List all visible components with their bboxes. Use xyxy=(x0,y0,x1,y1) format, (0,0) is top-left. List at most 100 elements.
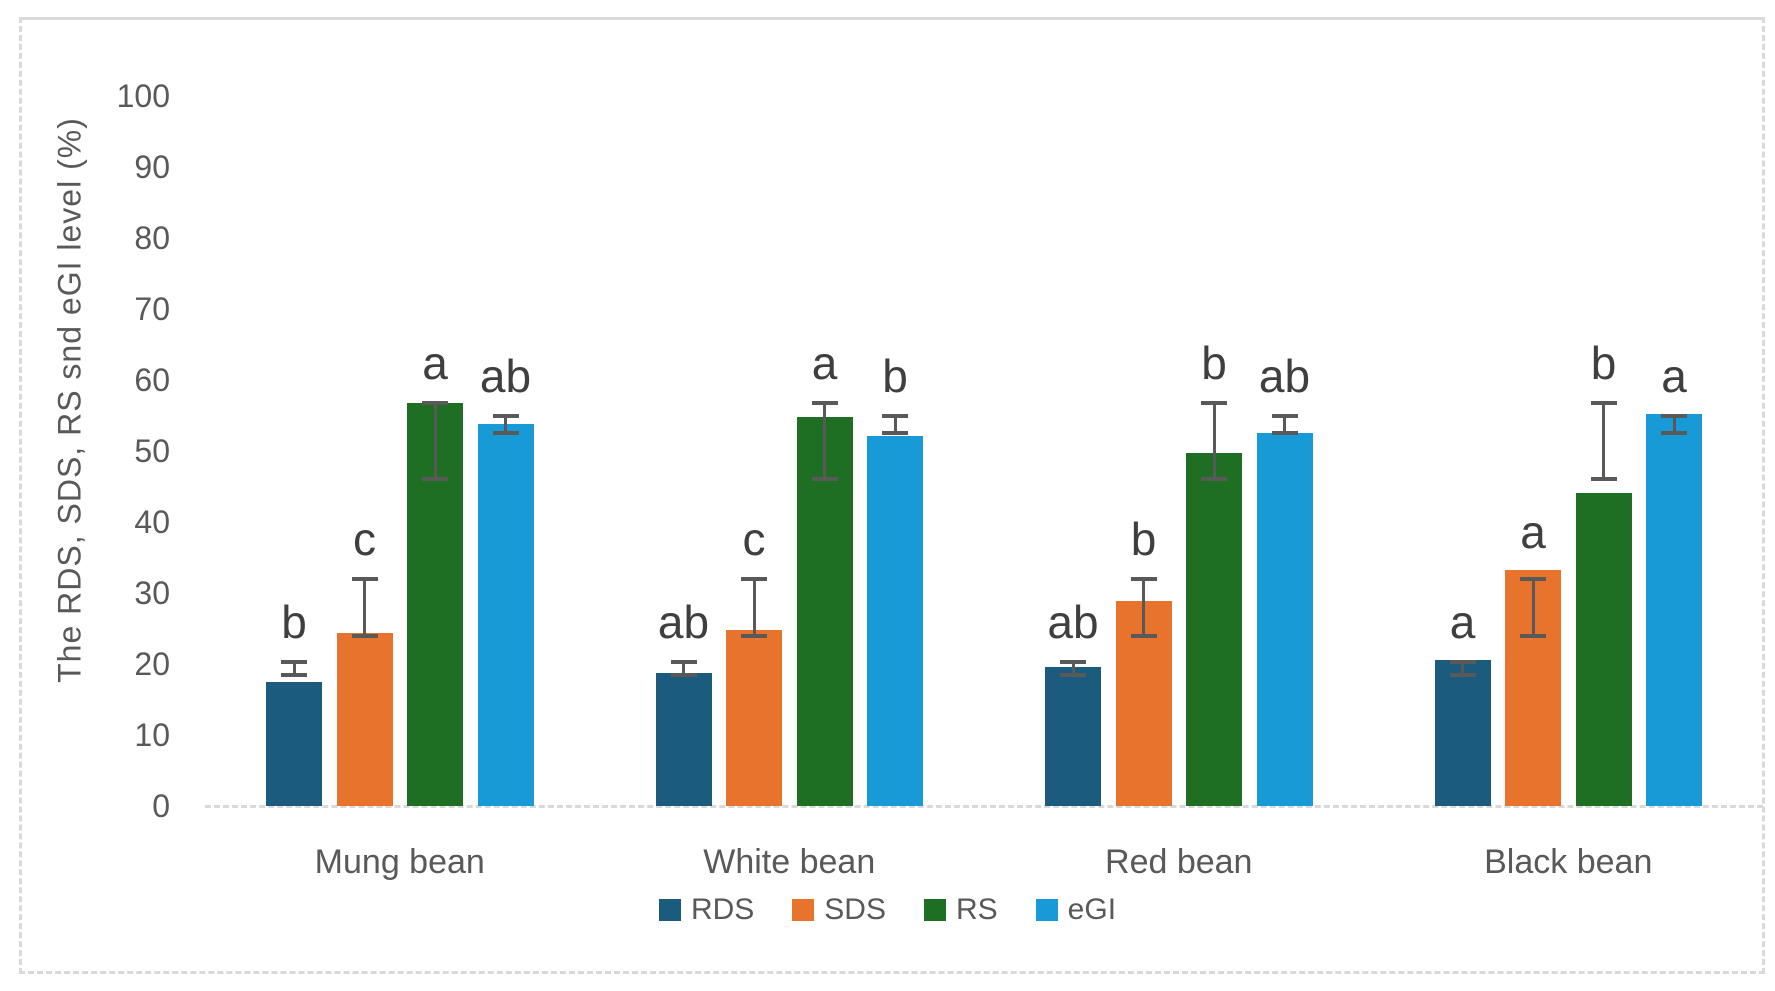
x-category-label: Black bean xyxy=(1484,843,1653,881)
error-bar-stem xyxy=(1212,400,1216,481)
error-bar-bottom-cap xyxy=(281,672,307,677)
error-bar-top-cap xyxy=(670,659,697,664)
sig-letter-RS-Black-bean: b xyxy=(1590,336,1617,389)
error-bar-RDS-Red-bean xyxy=(1060,659,1086,677)
plot-area: b c a ab ab c a b ab b b ab a a b a xyxy=(205,96,1763,808)
error-bar-bottom-cap xyxy=(422,476,448,481)
error-bar-top-cap xyxy=(1520,577,1546,582)
legend-swatch-RDS xyxy=(658,899,681,921)
error-bar-top-cap xyxy=(281,659,307,664)
error-bar-RS-Mung-bean xyxy=(422,400,448,481)
sig-letter-eGI-Mung-bean: ab xyxy=(479,350,532,403)
y-tick-label-50: 50 xyxy=(134,433,170,469)
sig-letter-RS-Red-bean: b xyxy=(1201,336,1227,389)
bar-RDS-Mung-bean xyxy=(266,681,322,806)
y-tick-label-10: 10 xyxy=(134,717,170,753)
bar-RS-White-bean xyxy=(796,416,853,806)
error-bar-stem xyxy=(292,659,296,677)
error-bar-stem xyxy=(1461,659,1464,677)
bar-RDS-White-bean xyxy=(655,672,712,806)
error-bar-stem xyxy=(433,400,437,481)
y-tick-label-30: 30 xyxy=(134,575,170,611)
legend-swatch-eGI xyxy=(1035,899,1058,921)
error-bar-RDS-Black-bean xyxy=(1449,659,1476,677)
y-tick-label-100: 100 xyxy=(116,78,170,114)
sig-letter-eGI-Black-bean: a xyxy=(1661,350,1687,403)
error-bar-stem xyxy=(1602,400,1605,481)
legend-label-eGI: eGI xyxy=(1067,893,1117,926)
error-bar-SDS-Mung-bean xyxy=(351,577,378,638)
error-bar-stem xyxy=(1071,659,1075,677)
error-bar-bottom-cap xyxy=(1060,672,1086,677)
legend-label-SDS: SDS xyxy=(824,893,886,926)
error-bar-RS-Red-bean xyxy=(1201,400,1227,481)
error-bar-SDS-Black-bean xyxy=(1520,577,1546,638)
error-bar-bottom-cap xyxy=(741,633,767,638)
sig-letter-eGI-Red-bean: ab xyxy=(1258,350,1311,403)
sig-letter-RDS-Mung-bean: b xyxy=(281,595,307,648)
error-bar-top-cap xyxy=(1130,577,1157,582)
bar-RS-Red-bean xyxy=(1186,453,1242,806)
error-bar-top-cap xyxy=(741,577,767,582)
legend-label-RDS: RDS xyxy=(690,893,755,926)
sig-letter-SDS-Black-bean: a xyxy=(1520,506,1546,559)
error-bar-top-cap xyxy=(351,577,378,582)
sig-letter-RDS-White-bean: ab xyxy=(657,595,710,648)
y-tick-label-80: 80 xyxy=(134,220,170,256)
error-bar-bottom-cap xyxy=(1130,633,1157,638)
y-tick-label-90: 90 xyxy=(134,149,170,185)
legend-item-RS: RS xyxy=(923,893,998,927)
error-bar-stem xyxy=(1283,414,1286,435)
error-bar-bottom-cap xyxy=(882,430,908,435)
x-axis-line xyxy=(205,805,1763,808)
error-bar-stem xyxy=(1531,577,1535,638)
error-bar-bottom-cap xyxy=(1271,430,1298,435)
error-bar-eGI-Black-bean xyxy=(1661,414,1687,435)
error-bar-RS-White-bean xyxy=(811,400,838,481)
error-bar-bottom-cap xyxy=(1449,672,1476,677)
bar-RDS-Red-bean xyxy=(1045,666,1101,806)
y-tick-label-40: 40 xyxy=(134,504,170,540)
error-bar-top-cap xyxy=(1590,400,1617,405)
error-bar-top-cap xyxy=(1201,400,1227,405)
error-bar-bottom-cap xyxy=(811,476,838,481)
bar-RS-Black-bean xyxy=(1575,492,1632,806)
y-tick-label-0: 0 xyxy=(152,788,170,824)
error-bar-top-cap xyxy=(811,400,838,405)
bar-eGI-Black-bean xyxy=(1646,414,1702,806)
sig-letter-eGI-White-bean: b xyxy=(882,350,908,403)
x-category-label: White bean xyxy=(703,843,876,881)
sig-letter-RS-Mung-bean: a xyxy=(422,336,448,389)
sig-letter-RDS-Black-bean: a xyxy=(1449,595,1476,648)
error-bar-top-cap xyxy=(882,414,908,419)
error-bar-RS-Black-bean xyxy=(1590,400,1617,481)
sig-letter-RS-White-bean: a xyxy=(811,336,838,389)
error-bar-bottom-cap xyxy=(1201,476,1227,481)
error-bar-top-cap xyxy=(422,400,448,405)
error-bar-eGI-Mung-bean xyxy=(492,414,519,435)
error-bar-top-cap xyxy=(1271,414,1298,419)
legend-label-RS: RS xyxy=(955,893,998,926)
sig-letter-RDS-Red-bean: ab xyxy=(1047,595,1099,648)
x-category-label: Mung bean xyxy=(314,843,485,881)
bar-eGI-Mung-bean xyxy=(477,424,534,806)
y-tick-label-70: 70 xyxy=(134,291,170,327)
error-bar-bottom-cap xyxy=(492,430,519,435)
legend: RDS SDS RS eGI xyxy=(0,893,1775,927)
bar-eGI-White-bean xyxy=(867,436,923,806)
error-bar-stem xyxy=(823,400,826,481)
error-bar-SDS-White-bean xyxy=(741,577,767,638)
legend-item-eGI: eGI xyxy=(1035,893,1117,927)
error-bar-top-cap xyxy=(492,414,519,419)
error-bar-stem xyxy=(504,414,507,435)
x-category-label: Red bean xyxy=(1105,843,1253,881)
y-tick-label-60: 60 xyxy=(134,362,170,398)
bar-SDS-White-bean xyxy=(726,629,782,806)
error-bar-stem xyxy=(682,659,685,677)
error-bar-eGI-Red-bean xyxy=(1271,414,1298,435)
sig-letter-SDS-Red-bean: b xyxy=(1130,513,1157,566)
legend-swatch-RS xyxy=(923,899,946,921)
legend-item-RDS: RDS xyxy=(658,893,755,927)
legend-swatch-SDS xyxy=(792,899,815,921)
